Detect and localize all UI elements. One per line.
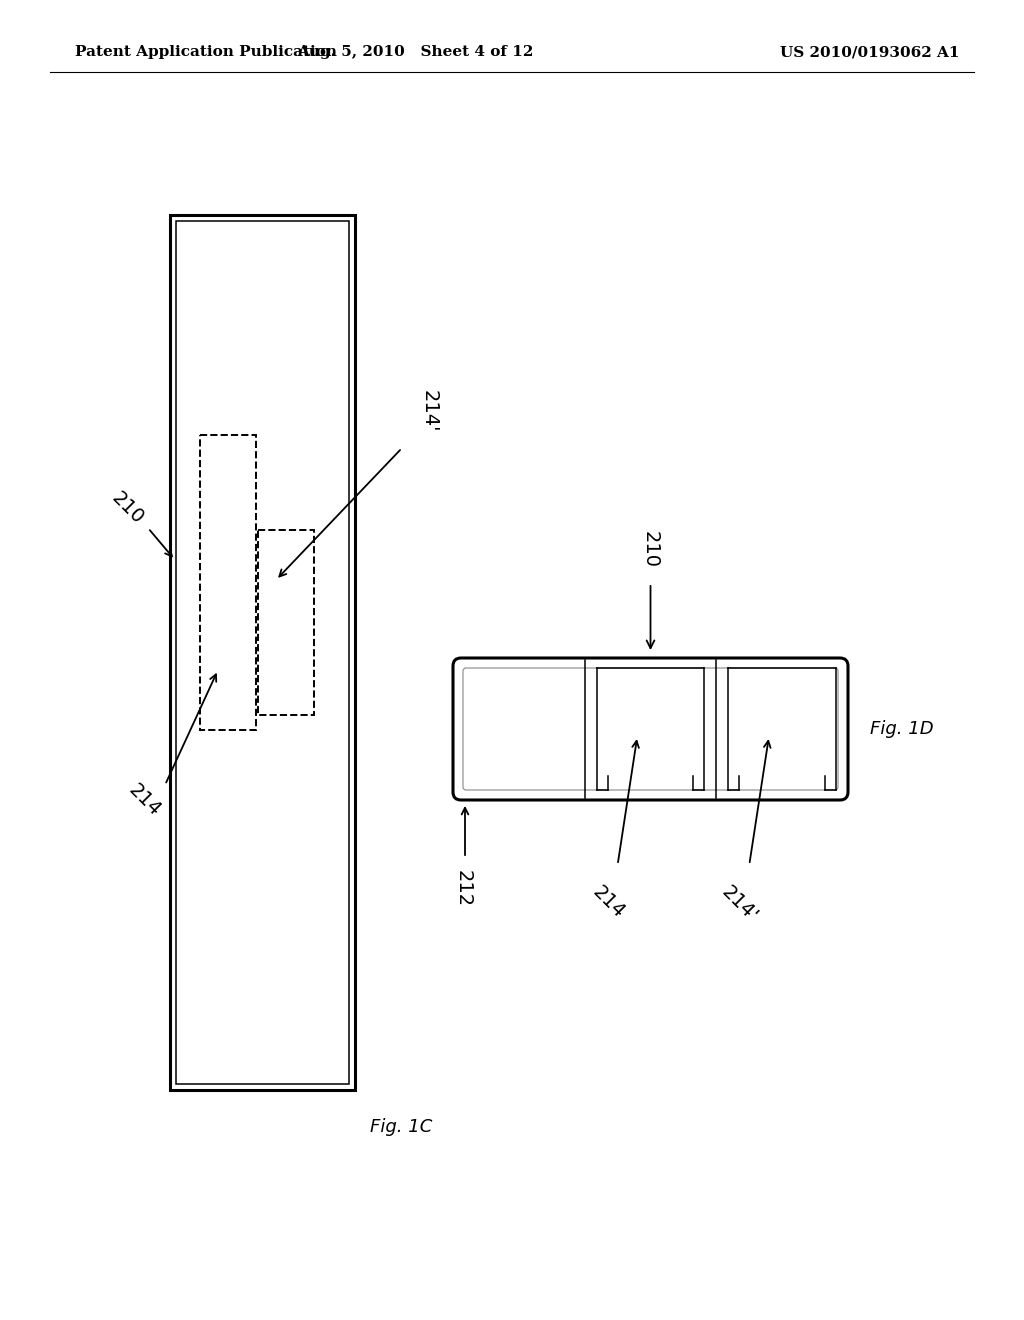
Text: Patent Application Publication: Patent Application Publication <box>75 45 337 59</box>
Bar <box>200 436 256 730</box>
Text: US 2010/0193062 A1: US 2010/0193062 A1 <box>780 45 961 59</box>
Text: 214': 214' <box>420 389 439 432</box>
Text: 214: 214 <box>589 882 628 921</box>
Text: 210: 210 <box>109 488 147 528</box>
Text: Aug. 5, 2010   Sheet 4 of 12: Aug. 5, 2010 Sheet 4 of 12 <box>297 45 534 59</box>
Text: Fig. 1C: Fig. 1C <box>370 1118 432 1137</box>
Text: Fig. 1D: Fig. 1D <box>870 719 934 738</box>
Text: 212: 212 <box>454 870 472 907</box>
Text: 210: 210 <box>641 531 660 568</box>
FancyBboxPatch shape <box>453 657 848 800</box>
Text: 214: 214 <box>125 780 165 820</box>
Bar <box>170 215 355 1090</box>
Text: 214': 214' <box>718 882 762 925</box>
Bar <box>176 220 349 1084</box>
Bar <box>258 531 314 715</box>
